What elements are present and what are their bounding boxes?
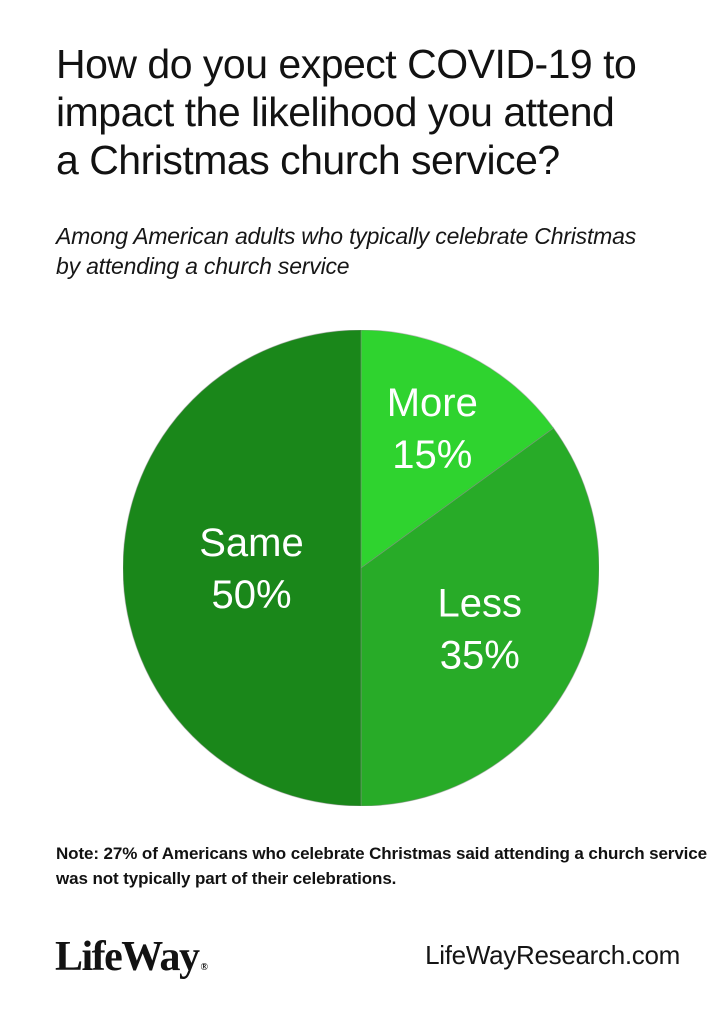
lifeway-logo-text: LifeWay [55,934,200,980]
pie-chart-svg: More 15% Less 35% Same 50% [122,329,600,807]
pie-slice-more [360,329,555,569]
pie-slice-same [122,329,362,807]
footnote-line-1: Note: 27% of Americans who celebrate Chr… [56,844,708,863]
pie-value-label-more: 15% [392,433,472,477]
pie-value-label-same: 50% [211,573,291,617]
footnote-line-2: was not typically part of their celebrat… [56,869,397,888]
chart-subtitle-line-2: by attending a church service [56,253,350,279]
pie-chart: More 15% Less 35% Same 50% [122,329,600,807]
chart-title-line-2: impact the likelihood you attend [56,89,615,135]
registered-mark-icon: ® [200,962,208,973]
website-url: LifeWayResearch.com [425,940,680,970]
pie-category-label-less: Less [438,582,523,626]
chart-subtitle-line-1: Among American adults who typically cele… [56,223,637,249]
chart-title: How do you expect COVID-19 to impact the… [56,40,637,184]
pie-category-label-same: Same [199,521,304,565]
chart-subtitle: Among American adults who typically cele… [56,221,636,281]
pie-value-label-less: 35% [440,634,520,678]
pie-category-label-more: More [387,381,478,425]
lifeway-logo: LifeWay ® [55,936,208,978]
footnote: Note: 27% of Americans who celebrate Chr… [56,841,707,891]
chart-title-line-1: How do you expect COVID-19 to [56,41,637,87]
pie-slice-less [360,427,600,807]
chart-title-line-3: a Christmas church service? [56,137,560,183]
